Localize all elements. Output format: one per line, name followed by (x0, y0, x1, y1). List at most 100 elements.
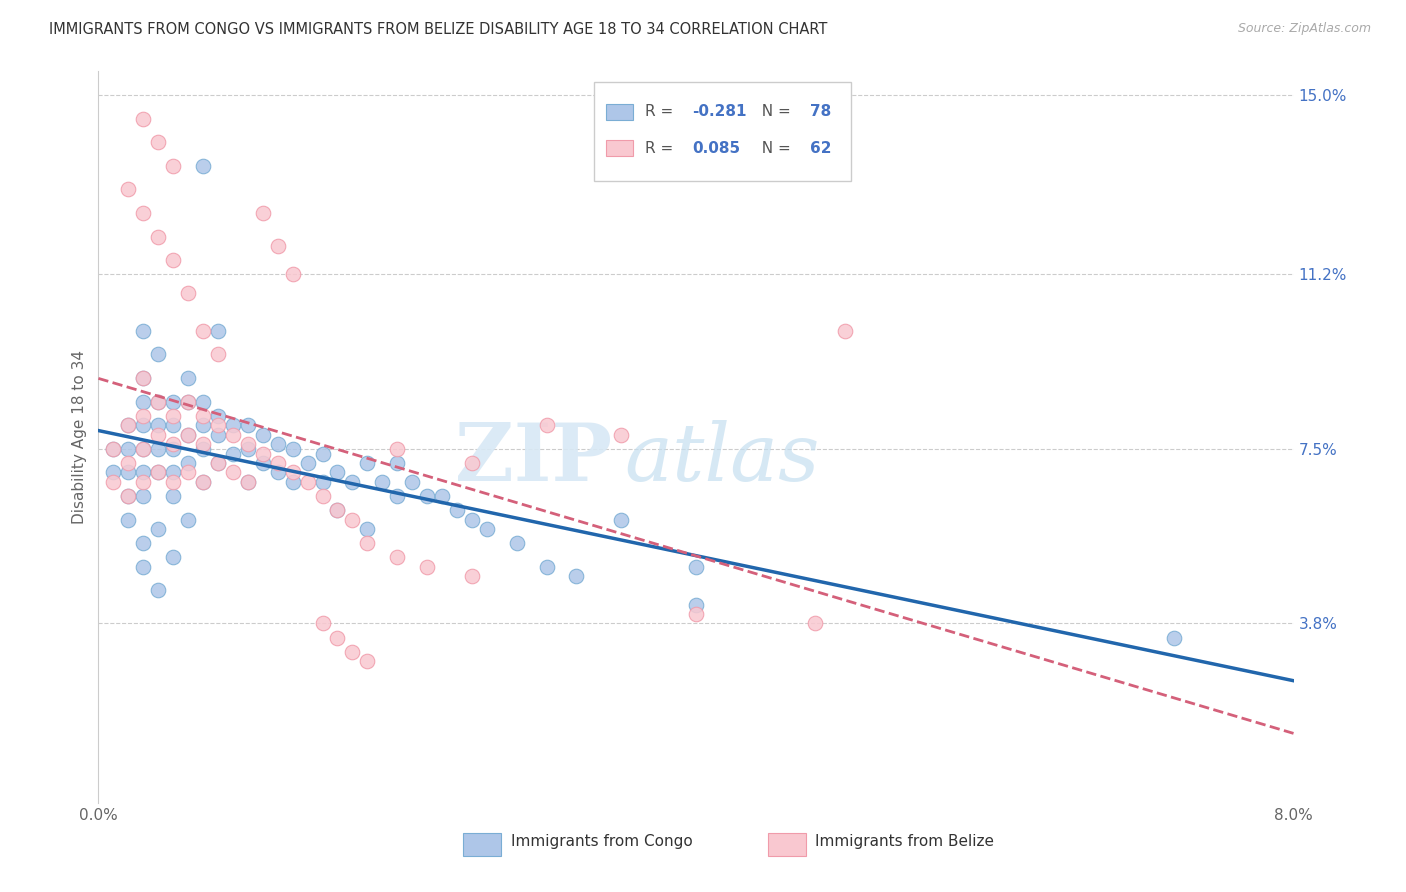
Text: N =: N = (752, 104, 796, 120)
Point (132, 324, 155, 338)
Point (117, 489, 139, 503)
Text: 78: 78 (810, 104, 831, 120)
Point (148, 418, 170, 433)
Point (148, 347, 170, 361)
Point (207, 409, 229, 423)
Point (461, 569, 484, 583)
Point (132, 475, 155, 489)
Text: ZIP: ZIP (456, 420, 613, 498)
Point (132, 418, 155, 433)
Point (536, 559, 558, 574)
Point (267, 456, 290, 470)
Point (132, 489, 155, 503)
Point (132, 536, 155, 550)
Point (117, 489, 139, 503)
Point (148, 394, 170, 409)
Point (162, 394, 184, 409)
Point (132, 371, 155, 385)
Point (385, 442, 409, 456)
Point (326, 503, 349, 517)
Point (281, 466, 304, 480)
Point (281, 442, 304, 456)
Point (177, 466, 200, 480)
Text: R =: R = (644, 104, 678, 120)
Point (267, 239, 290, 253)
Point (207, 324, 229, 338)
Text: Immigrants from Congo: Immigrants from Congo (510, 834, 693, 849)
Point (326, 466, 349, 480)
Point (148, 466, 170, 480)
Point (191, 475, 214, 489)
Point (610, 513, 633, 527)
Text: -0.281: -0.281 (692, 104, 747, 120)
Point (162, 475, 184, 489)
Point (177, 286, 200, 301)
Point (385, 489, 409, 503)
Point (297, 475, 319, 489)
Point (207, 418, 229, 433)
Point (132, 112, 155, 126)
Point (207, 456, 229, 470)
Point (252, 447, 274, 461)
Point (162, 489, 184, 503)
Point (148, 427, 170, 442)
Point (1163, 631, 1185, 645)
Point (536, 418, 558, 433)
Point (222, 466, 245, 480)
Text: R =: R = (644, 141, 678, 156)
Point (252, 206, 274, 220)
Point (148, 229, 170, 244)
Point (311, 447, 333, 461)
Point (162, 159, 184, 173)
Point (132, 466, 155, 480)
Point (475, 522, 498, 536)
Point (222, 427, 245, 442)
Point (103, 442, 125, 456)
Point (162, 253, 184, 268)
Point (177, 427, 200, 442)
Text: atlas: atlas (624, 420, 820, 498)
Point (177, 371, 200, 385)
Point (252, 456, 274, 470)
Point (117, 442, 139, 456)
Point (416, 489, 439, 503)
Point (132, 442, 155, 456)
Point (117, 418, 139, 433)
Point (132, 206, 155, 220)
Text: 62: 62 (810, 141, 831, 156)
FancyBboxPatch shape (595, 82, 852, 181)
Point (117, 466, 139, 480)
Text: Immigrants from Belize: Immigrants from Belize (815, 834, 994, 849)
Point (148, 442, 170, 456)
FancyBboxPatch shape (463, 833, 501, 856)
Point (430, 489, 453, 503)
Point (236, 442, 259, 456)
Point (342, 513, 364, 527)
Point (207, 456, 229, 470)
Point (191, 324, 214, 338)
Point (103, 466, 125, 480)
Point (207, 347, 229, 361)
Text: Source: ZipAtlas.com: Source: ZipAtlas.com (1237, 22, 1371, 36)
Point (222, 418, 245, 433)
Point (162, 409, 184, 423)
Point (834, 324, 856, 338)
FancyBboxPatch shape (606, 103, 633, 120)
Point (148, 583, 170, 598)
Point (326, 503, 349, 517)
Point (117, 418, 139, 433)
Point (177, 427, 200, 442)
Point (162, 550, 184, 565)
Point (207, 427, 229, 442)
Point (191, 418, 214, 433)
Point (461, 456, 484, 470)
Point (236, 475, 259, 489)
Point (132, 394, 155, 409)
Point (177, 513, 200, 527)
Point (132, 442, 155, 456)
Point (685, 559, 707, 574)
Point (446, 503, 468, 517)
Point (132, 371, 155, 385)
Point (236, 475, 259, 489)
Point (297, 456, 319, 470)
